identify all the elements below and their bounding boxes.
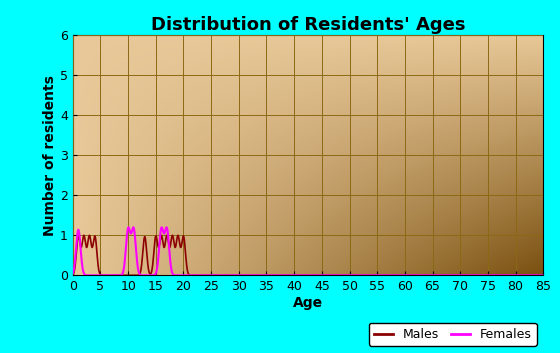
Legend: Males, Females: Males, Females	[369, 323, 537, 346]
Title: Distribution of Residents' Ages: Distribution of Residents' Ages	[151, 16, 465, 34]
Y-axis label: Number of residents: Number of residents	[43, 75, 57, 236]
X-axis label: Age: Age	[293, 296, 323, 310]
